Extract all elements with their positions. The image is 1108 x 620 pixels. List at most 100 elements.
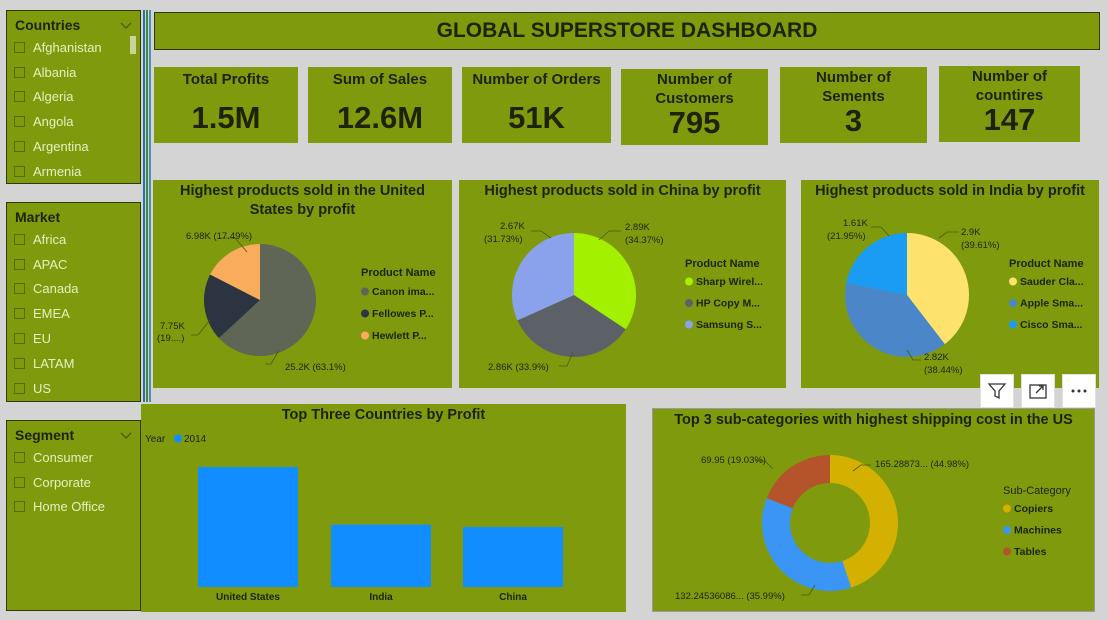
segment-slicer[interactable]: Segment Consumer Corporate Home Office [6,420,141,611]
legend-entry[interactable]: Sharp Wirel... [696,276,763,288]
slicer-item-argentina[interactable]: Argentina [7,134,140,159]
checkbox[interactable] [14,141,25,153]
countries-slicer[interactable]: Countries Afghanistan Albania Algeria An… [6,10,141,184]
checkbox[interactable] [14,233,25,245]
donut-chart-svg: Sub-Category Copiers Machines Tables 69.95… [675,455,1071,602]
market-slicer-header[interactable]: Market [7,203,140,227]
slicer-item-latam[interactable]: LATAM [7,351,140,376]
slicer-item-home-office[interactable]: Home Office [7,495,140,520]
checkbox[interactable] [14,41,25,53]
legend-marker [361,309,369,318]
legend-entry[interactable]: Canon ima... [372,286,435,298]
checkbox[interactable] [14,258,25,270]
pie-slice[interactable] [907,233,969,345]
kpi-number-of-segments[interactable]: Number of Sements 3 [780,67,927,143]
legend-entry[interactable]: Apple Sma... [1020,298,1083,310]
slicer-item-apac[interactable]: APAC [7,252,140,277]
slicer-item-label: Africa [33,231,67,247]
checkbox[interactable] [14,91,25,103]
slicer-item-canada[interactable]: Canada [7,277,140,302]
segment-slicer-header[interactable]: Segment [7,421,140,445]
checkbox[interactable] [14,333,25,345]
market-slicer[interactable]: Market Africa APAC Canada EMEA EU LATAM … [6,202,141,402]
kpi-sum-of-sales[interactable]: Sum of Sales 12.6M [308,67,452,143]
filter-icon [987,383,1007,400]
legend-entry[interactable]: HP Copy M... [696,298,760,310]
legend-entry[interactable]: Copiers [1014,503,1053,515]
pie-slice[interactable] [762,498,852,591]
pie-slice[interactable] [204,274,260,339]
legend-entry[interactable]: Hewlett P... [372,330,427,342]
slicer-item-africa[interactable]: Africa [7,227,140,252]
us-pie-svg: Product Name Canon ima... Fellowes P... He… [157,231,436,373]
checkbox[interactable] [14,165,25,177]
checkbox[interactable] [14,283,25,295]
slicer-item-corporate[interactable]: Corporate [7,470,140,495]
accent-line-teal [149,10,151,402]
slicer-item-emea[interactable]: EMEA [7,301,140,326]
pie-slice[interactable] [845,283,945,358]
pie-slice[interactable] [218,244,316,356]
slicer-item-algeria[interactable]: Algeria [7,85,140,110]
slicer-item-label: LATAM [33,355,75,371]
pie-group [512,233,636,357]
slicer-item-label: Afghanistan [33,39,102,55]
checkbox[interactable] [14,451,25,463]
legend-entry[interactable]: Cisco Sma... [1020,319,1083,331]
chevron-down-icon[interactable] [120,429,132,441]
slicer-item-label: Armenia [33,163,82,179]
bar[interactable] [463,527,563,587]
bar[interactable] [331,524,431,587]
leader-line [598,230,621,241]
more-options-button[interactable] [1062,374,1096,408]
legend-entry: 2014 [184,434,207,445]
slicer-item-albania[interactable]: Albania [7,60,140,85]
filter-button[interactable] [980,374,1014,408]
slicer-item-eu[interactable]: EU [7,326,140,351]
slicer-item-angola[interactable]: Angola [7,109,140,134]
pie-slice[interactable] [766,455,830,509]
data-label: 7.75K [160,321,185,332]
focus-mode-button[interactable] [1021,374,1055,408]
chevron-down-icon[interactable] [120,19,132,31]
pie-slice[interactable] [846,233,907,295]
slicer-item-consumer[interactable]: Consumer [7,445,140,470]
checkbox[interactable] [14,357,25,369]
bar[interactable] [198,467,298,587]
chart-title: Top 3 sub-categories with highest shippi… [674,412,1073,428]
india-products-chart[interactable]: Highest products sold in India by profit… [801,180,1099,388]
kpi-total-profits[interactable]: Total Profits 1.5M [154,67,298,143]
checkbox[interactable] [14,116,25,128]
countries-slicer-header[interactable]: Countries [7,11,140,35]
checkbox[interactable] [14,66,25,78]
legend-entry[interactable]: Tables [1014,546,1047,558]
legend-entry[interactable]: Fellowes P... [372,308,434,320]
slicer-item-label: Consumer [33,449,93,465]
checkbox[interactable] [14,382,25,394]
pie-slice[interactable] [517,295,626,357]
kpi-number-of-orders[interactable]: Number of Orders 51K [462,67,611,143]
slicer-item-afghanistan[interactable]: Afghanistan [7,35,140,60]
countries-scrollbar[interactable] [130,36,136,54]
kpi-number-of-customers[interactable]: Number of Customers 795 [621,69,768,145]
pie-slice[interactable] [210,244,260,300]
data-label: 2.9K [961,227,981,238]
legend-entry[interactable]: Samsung S... [696,319,762,331]
pie-slice[interactable] [830,455,898,588]
accent-line-blue [143,10,145,402]
legend-entry[interactable]: Sauder Cla... [1020,276,1084,288]
shipping-cost-donut-chart[interactable]: Top 3 sub-categories with highest shippi… [652,408,1095,612]
checkbox[interactable] [14,501,25,513]
pie-slice[interactable] [574,233,636,330]
checkbox[interactable] [14,308,25,320]
slicer-item-us[interactable]: US [7,376,140,401]
china-products-chart[interactable]: Highest products sold in China by profit… [459,180,786,388]
kpi-number-of-countries[interactable]: Number of countires 147 [939,66,1080,142]
checkbox[interactable] [14,476,25,488]
legend-entry[interactable]: Machines [1014,525,1062,537]
slicer-item-armenia[interactable]: Armenia [7,159,140,184]
top-countries-bar-chart[interactable]: Top Three Countries by Profit Year 2014 … [141,404,626,612]
kpi-value: 795 [668,105,721,140]
pie-slice[interactable] [512,233,574,321]
us-products-chart[interactable]: Highest products sold in the United Stat… [153,180,452,388]
